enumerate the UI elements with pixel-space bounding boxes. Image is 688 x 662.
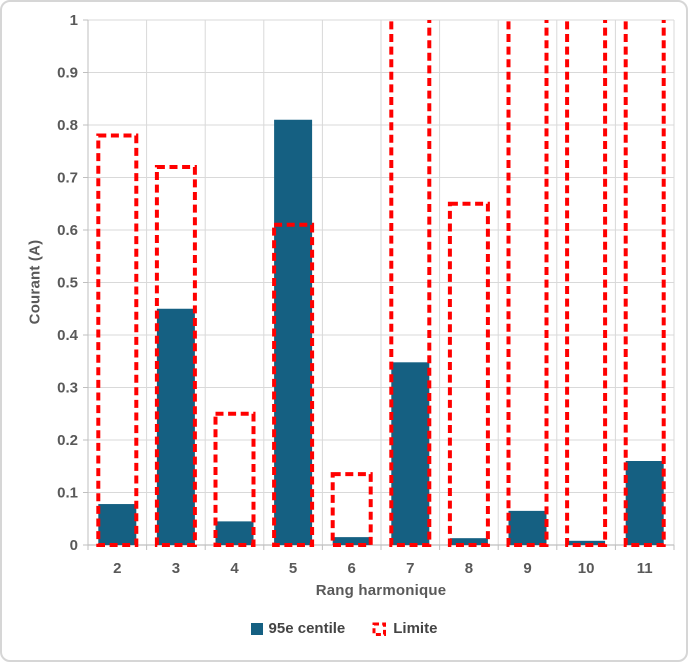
limit-bar-10: [565, 20, 608, 547]
limit-bar-9: [506, 20, 549, 547]
limit-bar-3: [154, 165, 197, 547]
bar-95e-centile-10: [567, 540, 606, 545]
bar-95e-centile-8: [449, 538, 488, 545]
x-tick-label: 9: [523, 560, 531, 577]
bar-95e-centile-4: [215, 521, 254, 545]
bar-95e-centile-2: [98, 504, 137, 545]
x-axis-title: Rang harmonique: [315, 582, 447, 599]
x-tick-label: 7: [406, 560, 414, 577]
limit-bar-2: [96, 133, 139, 547]
y-tick-label: 0.1: [57, 485, 78, 502]
y-tick-label: 0: [70, 537, 78, 554]
legend-swatch-limite: [371, 621, 387, 637]
legend-label-limite: Limite: [393, 620, 438, 637]
legend-item-limite: Limite: [371, 620, 437, 637]
legend-label-95e-centile: 95e centile: [268, 620, 346, 637]
bar-95e-centile-6: [332, 537, 371, 545]
y-tick-label: 0.2: [57, 432, 78, 449]
legend-swatch-95e-centile: [250, 622, 263, 635]
limit-bar-7: [389, 20, 432, 547]
y-axis-title: Courant (A): [26, 239, 44, 325]
y-tick-label: 0.5: [57, 275, 78, 292]
limit-bar-6: [330, 472, 373, 547]
x-tick-label: 4: [230, 560, 239, 577]
bar-95e-centile-9: [508, 510, 547, 545]
bar-95e-centile-7: [391, 362, 430, 545]
y-tick-label: 0.9: [57, 65, 78, 82]
y-tick-label: 0.8: [57, 117, 78, 134]
bar-95e-centile-11: [625, 461, 664, 545]
bar-95e-centile-5: [274, 119, 313, 545]
bar-95e-centile-3: [156, 308, 195, 545]
y-tick-label: 0.4: [57, 327, 79, 344]
x-tick-label: 3: [172, 560, 180, 577]
x-tick-label: 6: [348, 560, 356, 577]
x-tick-label: 2: [113, 560, 121, 577]
x-tick-label: 11: [637, 560, 653, 577]
limit-bar-4: [213, 411, 256, 547]
y-tick-label: 0.3: [57, 380, 78, 397]
y-tick-label: 0.7: [57, 170, 78, 187]
x-tick-label: 10: [578, 560, 595, 577]
y-tick-label: 0.6: [57, 222, 78, 239]
limit-bar-8: [447, 201, 490, 547]
bar-chart-plot: 0 0.1 0.2 0.3 0.4 0.5 0.6 0.7 0.8 0.9 1 2 3 4 5 6 7 8 9 10 1…: [57, 12, 675, 577]
x-tick-label: 8: [465, 560, 473, 577]
limit-bar-11: [623, 20, 666, 547]
x-tick-label: 5: [289, 560, 297, 577]
limit-bar-5: [272, 222, 315, 547]
legend-item-95e-centile: 95e centile: [250, 620, 346, 637]
chart-legend: 95e centile Limite: [2, 620, 686, 637]
y-tick-label: 1: [70, 12, 78, 29]
